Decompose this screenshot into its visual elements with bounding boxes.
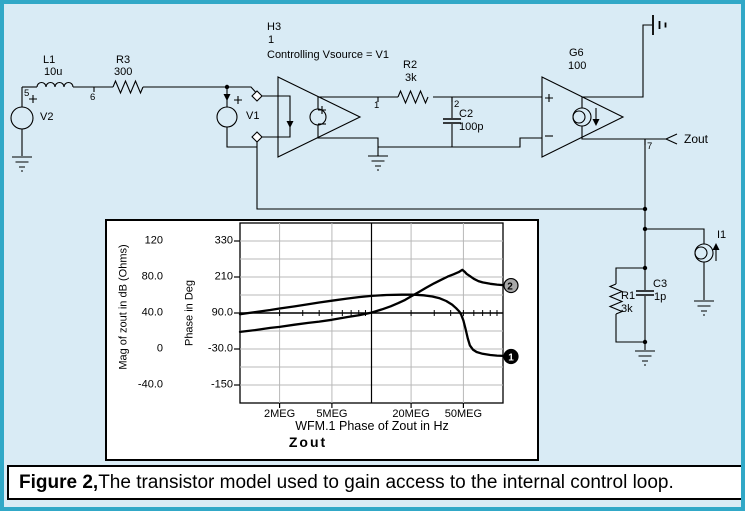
ground-icon bbox=[635, 350, 655, 366]
current-arrow bbox=[286, 121, 294, 128]
junction-dot bbox=[642, 226, 648, 232]
l1-value: 10u bbox=[44, 66, 63, 78]
i1-ref: I1 bbox=[717, 229, 727, 241]
phase-tick-label: -30.0 bbox=[207, 342, 233, 355]
mag-tick-label: 40.0 bbox=[141, 306, 163, 319]
current-arrow bbox=[712, 243, 720, 250]
g6-ref: G6 bbox=[569, 47, 584, 59]
plus-sign bbox=[234, 96, 242, 104]
c3-value: 1p bbox=[654, 291, 667, 303]
freq-tick-label: 20MEG bbox=[392, 408, 430, 420]
capacitor-C3 bbox=[636, 290, 654, 296]
freq-tick-label: 50MEG bbox=[444, 408, 483, 420]
battery-icon bbox=[652, 15, 667, 35]
junction-dot bbox=[642, 265, 648, 271]
curve-marker-1-label: 1 bbox=[508, 352, 514, 364]
g6-source-circle-inner bbox=[572, 110, 586, 124]
h3-ref: H3 bbox=[267, 21, 282, 33]
r3-ref: R3 bbox=[116, 54, 131, 66]
isource-I1-inner bbox=[694, 246, 708, 260]
phase-axis-title: Phase in Deg bbox=[183, 279, 196, 347]
wire bbox=[226, 127, 257, 148]
phase-tick-label: -150 bbox=[210, 378, 233, 391]
zout-arrow-icon bbox=[664, 133, 678, 145]
figure-caption: Figure 2, The transistor model used to g… bbox=[7, 465, 745, 500]
wire bbox=[645, 228, 705, 244]
c2-value: 100p bbox=[459, 121, 484, 133]
sense-loop bbox=[262, 95, 291, 138]
r3-value: 300 bbox=[114, 66, 133, 78]
wire bbox=[581, 126, 666, 140]
h3-gain: 1 bbox=[268, 34, 275, 46]
wire bbox=[317, 125, 379, 156]
curve-marker-2-label: 2 bbox=[507, 281, 513, 293]
isource-I1 bbox=[694, 243, 714, 263]
inductor-L1 bbox=[36, 81, 74, 88]
wire bbox=[581, 24, 652, 108]
wire bbox=[615, 314, 645, 343]
h3-source-circle bbox=[309, 108, 327, 126]
g6-value: 100 bbox=[568, 60, 587, 72]
phase-tick-label: 90.0 bbox=[211, 306, 233, 319]
phase-tick-label: 330 bbox=[214, 234, 233, 247]
phase-tick-label: 210 bbox=[214, 270, 233, 283]
wire bbox=[615, 267, 645, 284]
ground-icon bbox=[368, 155, 388, 171]
wire bbox=[378, 137, 542, 148]
h3-triangle bbox=[277, 76, 362, 158]
v1-ref: V1 bbox=[246, 110, 260, 122]
terminal-diamond bbox=[251, 90, 263, 102]
v2-ref: V2 bbox=[40, 111, 54, 123]
plus-sign bbox=[29, 95, 37, 103]
r1-value: 3k bbox=[621, 303, 633, 315]
r2-ref: R2 bbox=[403, 59, 418, 71]
ground-icon bbox=[694, 300, 714, 316]
vsource-V1 bbox=[216, 106, 238, 128]
node-label-1: 1 bbox=[374, 100, 380, 111]
g6-source-circle bbox=[572, 107, 592, 127]
vsource-V2 bbox=[10, 106, 34, 130]
feedback-wire bbox=[256, 142, 645, 210]
resistor-R2 bbox=[397, 89, 429, 105]
r2-value: 3k bbox=[405, 72, 417, 84]
resistor-R3 bbox=[112, 79, 144, 95]
plus-sign bbox=[318, 106, 326, 114]
mag-tick-label: 120 bbox=[144, 234, 163, 247]
node-label-7: 7 bbox=[647, 141, 653, 152]
junction-dot bbox=[642, 339, 648, 345]
freq-tick-label: 2MEG bbox=[263, 408, 296, 420]
l1-ref: L1 bbox=[43, 54, 56, 66]
g6-triangle bbox=[541, 76, 625, 158]
mag-tick-label: 80.0 bbox=[141, 270, 163, 283]
c3-ref: C3 bbox=[653, 278, 668, 290]
plus-sign bbox=[545, 94, 553, 102]
current-arrow bbox=[592, 119, 600, 126]
freq-tick-label: 5MEG bbox=[316, 408, 348, 420]
current-arrow bbox=[223, 94, 231, 101]
junction-dot bbox=[224, 84, 230, 90]
figure-caption-text: The transistor model used to gain access… bbox=[98, 471, 674, 493]
node-label-6: 6 bbox=[90, 92, 96, 103]
x-axis-title: WFM.1 Phase of Zout in Hz bbox=[295, 419, 449, 433]
mag-tick-label: -40.0 bbox=[137, 378, 163, 391]
wire bbox=[143, 86, 256, 93]
r1-ref: R1 bbox=[621, 290, 636, 302]
mag-tick-label: 0 bbox=[156, 342, 163, 355]
junction-dot bbox=[642, 206, 648, 212]
mag-axis-title: Mag of zout in dB (Ohms) bbox=[117, 244, 130, 370]
terminal-diamond bbox=[251, 131, 263, 143]
wire bbox=[317, 96, 398, 109]
c2-ref: C2 bbox=[459, 108, 474, 120]
node-label-2: 2 bbox=[454, 99, 460, 110]
ground-icon bbox=[12, 156, 32, 172]
chart-title-zout: Zout bbox=[288, 434, 328, 450]
figure-caption-number: Figure 2, bbox=[19, 471, 99, 493]
zout-net-label: Zout bbox=[684, 132, 709, 146]
h3-note: Controlling Vsource = V1 bbox=[267, 49, 389, 61]
node-label-5: 5 bbox=[24, 88, 30, 99]
